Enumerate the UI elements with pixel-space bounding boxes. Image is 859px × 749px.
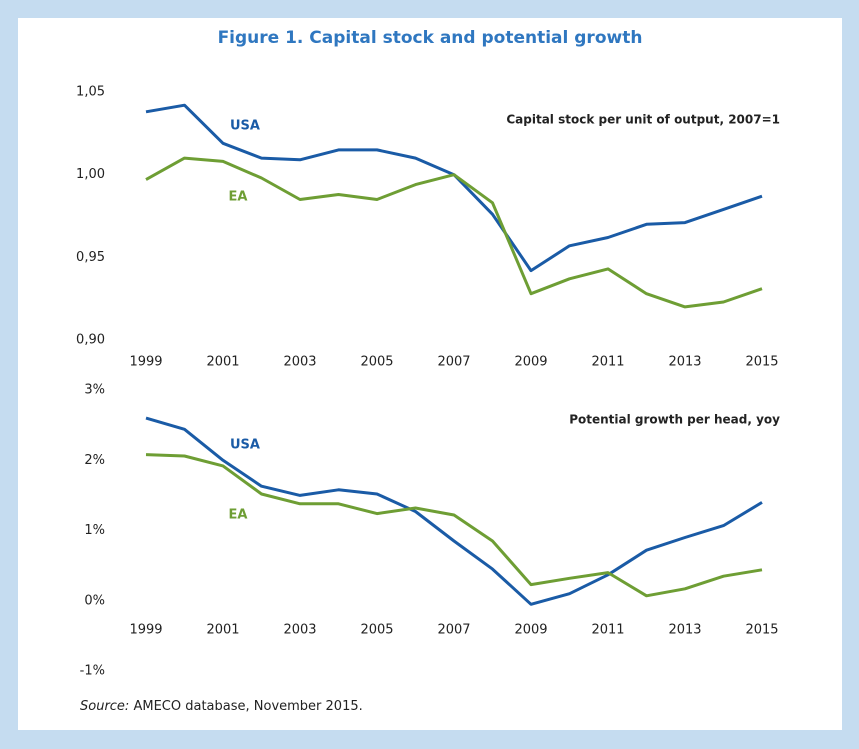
figure-title: Figure 1. Capital stock and potential gr… bbox=[218, 28, 643, 48]
series-label: EA bbox=[229, 190, 248, 205]
chart-title: Capital stock per unit of output, 2007=1 bbox=[506, 113, 780, 127]
x-tick-label: 2007 bbox=[437, 623, 470, 638]
x-tick-label: 2003 bbox=[283, 355, 316, 370]
x-tick-label: 2013 bbox=[668, 623, 701, 638]
y-tick-label: 2% bbox=[84, 453, 105, 468]
x-tick-label: 2001 bbox=[206, 623, 239, 638]
series-line bbox=[145, 156, 763, 309]
series-line bbox=[145, 416, 763, 606]
series-line bbox=[145, 453, 763, 598]
x-tick-label: 2015 bbox=[745, 623, 778, 638]
source-text: AMECO database, November 2015. bbox=[133, 699, 362, 714]
series-label: USA bbox=[230, 119, 260, 134]
x-tick-label: 2005 bbox=[360, 623, 393, 638]
x-tick-label: 2015 bbox=[745, 355, 778, 370]
series-label: USA bbox=[230, 438, 260, 453]
x-tick-label: 2009 bbox=[514, 355, 547, 370]
y-tick-label: 0,95 bbox=[76, 250, 105, 265]
y-tick-label: 0% bbox=[84, 593, 105, 608]
y-tick-label: 0,90 bbox=[76, 333, 105, 348]
y-tick-label: 1% bbox=[84, 523, 105, 538]
y-tick-label: 1,00 bbox=[76, 167, 105, 182]
y-tick-label: 1,05 bbox=[76, 85, 105, 100]
y-tick-label: -1% bbox=[80, 664, 105, 679]
x-tick-label: 2013 bbox=[668, 355, 701, 370]
x-tick-label: 2011 bbox=[591, 623, 624, 638]
panel bbox=[18, 18, 842, 730]
x-tick-label: 2011 bbox=[591, 355, 624, 370]
source: Source: AMECO database, November 2015. bbox=[80, 699, 363, 714]
source-label: Source: bbox=[80, 699, 129, 714]
x-tick-label: 1999 bbox=[129, 623, 162, 638]
chart-title: Potential growth per head, yoy bbox=[569, 413, 780, 427]
y-tick-label: 3% bbox=[84, 383, 105, 398]
x-tick-label: 2005 bbox=[360, 355, 393, 370]
x-tick-label: 2007 bbox=[437, 355, 470, 370]
x-tick-label: 1999 bbox=[129, 355, 162, 370]
series-label: EA bbox=[229, 508, 248, 523]
x-tick-label: 2001 bbox=[206, 355, 239, 370]
x-tick-label: 2003 bbox=[283, 623, 316, 638]
x-tick-label: 2009 bbox=[514, 623, 547, 638]
